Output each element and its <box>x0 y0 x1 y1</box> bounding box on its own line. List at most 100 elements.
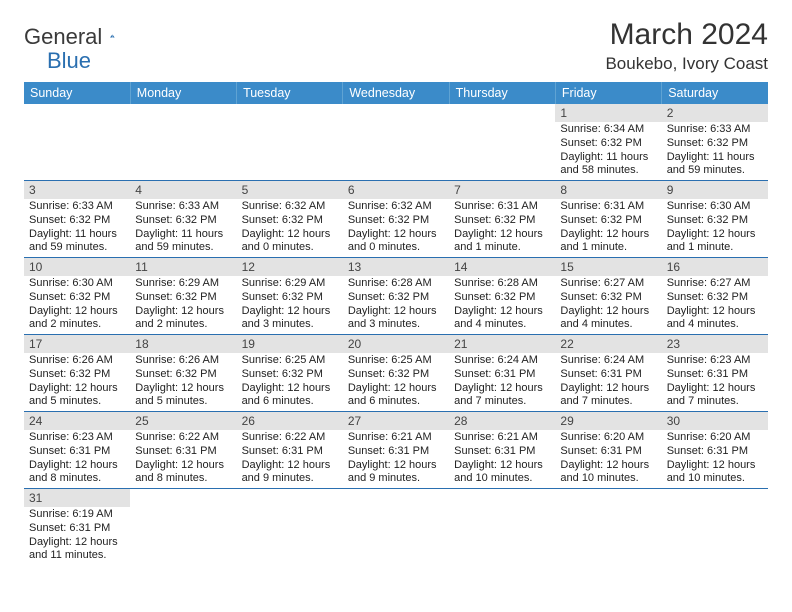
day-number: 27 <box>343 412 449 430</box>
day-details: Sunrise: 6:26 AMSunset: 6:32 PMDaylight:… <box>24 354 130 411</box>
calendar-cell <box>449 104 555 181</box>
calendar-cell: 26Sunrise: 6:22 AMSunset: 6:31 PMDayligh… <box>237 412 343 489</box>
day-details: Sunrise: 6:31 AMSunset: 6:32 PMDaylight:… <box>555 200 661 257</box>
weekday-header: Saturday <box>662 82 768 104</box>
logo-text-blue-wrap: Blue <box>47 48 91 74</box>
calendar-cell: 15Sunrise: 6:27 AMSunset: 6:32 PMDayligh… <box>555 258 661 335</box>
calendar-row: 24Sunrise: 6:23 AMSunset: 6:31 PMDayligh… <box>24 412 768 489</box>
day-details: Sunrise: 6:33 AMSunset: 6:32 PMDaylight:… <box>130 200 236 257</box>
calendar-table: SundayMondayTuesdayWednesdayThursdayFrid… <box>24 82 768 565</box>
weekday-header: Wednesday <box>343 82 449 104</box>
day-details: Sunrise: 6:21 AMSunset: 6:31 PMDaylight:… <box>343 431 449 488</box>
day-number: 28 <box>449 412 555 430</box>
day-number: 12 <box>237 258 343 276</box>
calendar-cell: 29Sunrise: 6:20 AMSunset: 6:31 PMDayligh… <box>555 412 661 489</box>
day-number: 3 <box>24 181 130 199</box>
calendar-cell: 14Sunrise: 6:28 AMSunset: 6:32 PMDayligh… <box>449 258 555 335</box>
logo-text-general: General <box>24 24 102 50</box>
calendar-cell: 25Sunrise: 6:22 AMSunset: 6:31 PMDayligh… <box>130 412 236 489</box>
calendar-cell: 22Sunrise: 6:24 AMSunset: 6:31 PMDayligh… <box>555 335 661 412</box>
day-number: 15 <box>555 258 661 276</box>
day-details: Sunrise: 6:33 AMSunset: 6:32 PMDaylight:… <box>662 123 768 180</box>
calendar-cell <box>237 104 343 181</box>
day-details: Sunrise: 6:26 AMSunset: 6:32 PMDaylight:… <box>130 354 236 411</box>
day-number: 20 <box>343 335 449 353</box>
day-details: Sunrise: 6:28 AMSunset: 6:32 PMDaylight:… <box>449 277 555 334</box>
weekday-header: Friday <box>555 82 661 104</box>
calendar-cell: 4Sunrise: 6:33 AMSunset: 6:32 PMDaylight… <box>130 181 236 258</box>
day-number: 10 <box>24 258 130 276</box>
day-details: Sunrise: 6:24 AMSunset: 6:31 PMDaylight:… <box>449 354 555 411</box>
calendar-cell: 9Sunrise: 6:30 AMSunset: 6:32 PMDaylight… <box>662 181 768 258</box>
calendar-cell: 20Sunrise: 6:25 AMSunset: 6:32 PMDayligh… <box>343 335 449 412</box>
day-details: Sunrise: 6:20 AMSunset: 6:31 PMDaylight:… <box>555 431 661 488</box>
calendar-row: 10Sunrise: 6:30 AMSunset: 6:32 PMDayligh… <box>24 258 768 335</box>
day-details: Sunrise: 6:30 AMSunset: 6:32 PMDaylight:… <box>662 200 768 257</box>
calendar-cell <box>237 489 343 566</box>
calendar-cell: 8Sunrise: 6:31 AMSunset: 6:32 PMDaylight… <box>555 181 661 258</box>
calendar-cell: 5Sunrise: 6:32 AMSunset: 6:32 PMDaylight… <box>237 181 343 258</box>
calendar-cell: 3Sunrise: 6:33 AMSunset: 6:32 PMDaylight… <box>24 181 130 258</box>
calendar-cell: 28Sunrise: 6:21 AMSunset: 6:31 PMDayligh… <box>449 412 555 489</box>
calendar-cell: 16Sunrise: 6:27 AMSunset: 6:32 PMDayligh… <box>662 258 768 335</box>
calendar-cell: 7Sunrise: 6:31 AMSunset: 6:32 PMDaylight… <box>449 181 555 258</box>
calendar-cell: 17Sunrise: 6:26 AMSunset: 6:32 PMDayligh… <box>24 335 130 412</box>
month-title: March 2024 <box>605 18 768 52</box>
day-number: 13 <box>343 258 449 276</box>
day-number: 23 <box>662 335 768 353</box>
calendar-cell: 31Sunrise: 6:19 AMSunset: 6:31 PMDayligh… <box>24 489 130 566</box>
day-number: 30 <box>662 412 768 430</box>
calendar-row: 31Sunrise: 6:19 AMSunset: 6:31 PMDayligh… <box>24 489 768 566</box>
day-details: Sunrise: 6:33 AMSunset: 6:32 PMDaylight:… <box>24 200 130 257</box>
weekday-header: Sunday <box>24 82 130 104</box>
day-details: Sunrise: 6:28 AMSunset: 6:32 PMDaylight:… <box>343 277 449 334</box>
day-number: 1 <box>555 104 661 122</box>
calendar-cell: 1Sunrise: 6:34 AMSunset: 6:32 PMDaylight… <box>555 104 661 181</box>
day-number: 22 <box>555 335 661 353</box>
day-details: Sunrise: 6:19 AMSunset: 6:31 PMDaylight:… <box>24 508 130 565</box>
day-number: 6 <box>343 181 449 199</box>
day-number: 2 <box>662 104 768 122</box>
day-details: Sunrise: 6:29 AMSunset: 6:32 PMDaylight:… <box>130 277 236 334</box>
calendar-cell: 18Sunrise: 6:26 AMSunset: 6:32 PMDayligh… <box>130 335 236 412</box>
day-details: Sunrise: 6:27 AMSunset: 6:32 PMDaylight:… <box>662 277 768 334</box>
day-number: 16 <box>662 258 768 276</box>
calendar-cell: 21Sunrise: 6:24 AMSunset: 6:31 PMDayligh… <box>449 335 555 412</box>
day-number: 31 <box>24 489 130 507</box>
day-details: Sunrise: 6:30 AMSunset: 6:32 PMDaylight:… <box>24 277 130 334</box>
day-number: 14 <box>449 258 555 276</box>
day-details: Sunrise: 6:34 AMSunset: 6:32 PMDaylight:… <box>555 123 661 180</box>
day-number: 8 <box>555 181 661 199</box>
calendar-cell: 10Sunrise: 6:30 AMSunset: 6:32 PMDayligh… <box>24 258 130 335</box>
day-number: 19 <box>237 335 343 353</box>
day-details: Sunrise: 6:31 AMSunset: 6:32 PMDaylight:… <box>449 200 555 257</box>
day-details: Sunrise: 6:27 AMSunset: 6:32 PMDaylight:… <box>555 277 661 334</box>
day-number: 25 <box>130 412 236 430</box>
calendar-cell: 30Sunrise: 6:20 AMSunset: 6:31 PMDayligh… <box>662 412 768 489</box>
weekday-header: Monday <box>130 82 236 104</box>
day-details: Sunrise: 6:23 AMSunset: 6:31 PMDaylight:… <box>662 354 768 411</box>
calendar-cell: 23Sunrise: 6:23 AMSunset: 6:31 PMDayligh… <box>662 335 768 412</box>
calendar-cell <box>343 489 449 566</box>
day-number: 29 <box>555 412 661 430</box>
calendar-cell <box>130 489 236 566</box>
day-number: 24 <box>24 412 130 430</box>
calendar-cell: 13Sunrise: 6:28 AMSunset: 6:32 PMDayligh… <box>343 258 449 335</box>
calendar-cell <box>662 489 768 566</box>
day-details: Sunrise: 6:20 AMSunset: 6:31 PMDaylight:… <box>662 431 768 488</box>
calendar-cell <box>343 104 449 181</box>
weekday-row: SundayMondayTuesdayWednesdayThursdayFrid… <box>24 82 768 104</box>
calendar-row: 3Sunrise: 6:33 AMSunset: 6:32 PMDaylight… <box>24 181 768 258</box>
calendar-cell: 27Sunrise: 6:21 AMSunset: 6:31 PMDayligh… <box>343 412 449 489</box>
day-number: 7 <box>449 181 555 199</box>
day-details: Sunrise: 6:21 AMSunset: 6:31 PMDaylight:… <box>449 431 555 488</box>
sail-icon <box>110 27 115 45</box>
day-details: Sunrise: 6:24 AMSunset: 6:31 PMDaylight:… <box>555 354 661 411</box>
logo-text-blue: Blue <box>47 48 91 73</box>
day-number: 26 <box>237 412 343 430</box>
day-number: 5 <box>237 181 343 199</box>
day-number: 17 <box>24 335 130 353</box>
calendar-cell <box>449 489 555 566</box>
day-number: 9 <box>662 181 768 199</box>
calendar-cell: 19Sunrise: 6:25 AMSunset: 6:32 PMDayligh… <box>237 335 343 412</box>
